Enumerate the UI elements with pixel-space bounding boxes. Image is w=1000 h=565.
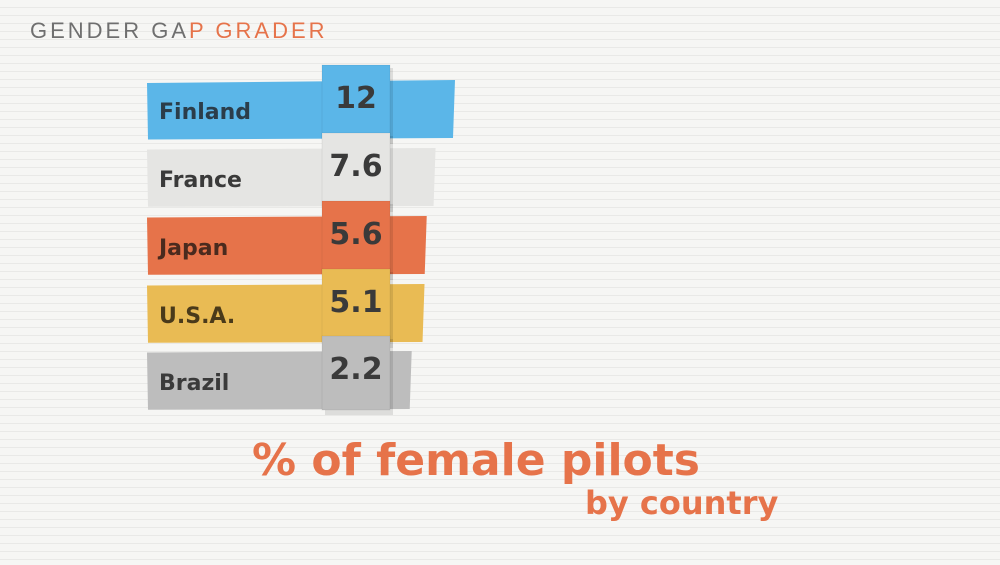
bar-group: U.S.A. 5.1 — [147, 268, 425, 348]
value-tag — [321, 335, 391, 411]
value-label: 7.6 — [329, 149, 382, 184]
category-label: Finland — [159, 100, 251, 125]
category-label: France — [159, 168, 242, 193]
value-label: 5.6 — [329, 217, 382, 252]
value-tag — [321, 132, 391, 208]
value-label: 12 — [335, 81, 377, 116]
value-tag — [321, 64, 391, 140]
bar-group: France 7.6 — [147, 132, 436, 212]
chart-subtitle: by country — [585, 484, 779, 522]
category-label: Japan — [157, 236, 228, 261]
value-label: 5.1 — [329, 285, 382, 320]
value-label: 2.2 — [329, 352, 382, 387]
category-label: U.S.A. — [159, 304, 235, 329]
bar-group: Finland 12 — [147, 64, 455, 144]
brand-logo: GENDER GAP GRADER — [30, 18, 328, 44]
value-tag — [321, 268, 391, 344]
brand-part-1: GENDER GA — [30, 18, 190, 43]
chart-title: % of female pilots — [252, 435, 700, 486]
bar-group: Japan 5.6 — [147, 200, 427, 280]
brand-part-2: P GRADER — [189, 18, 328, 43]
category-label: Brazil — [159, 371, 229, 396]
bar-group: Brazil 2.2 — [147, 335, 412, 415]
